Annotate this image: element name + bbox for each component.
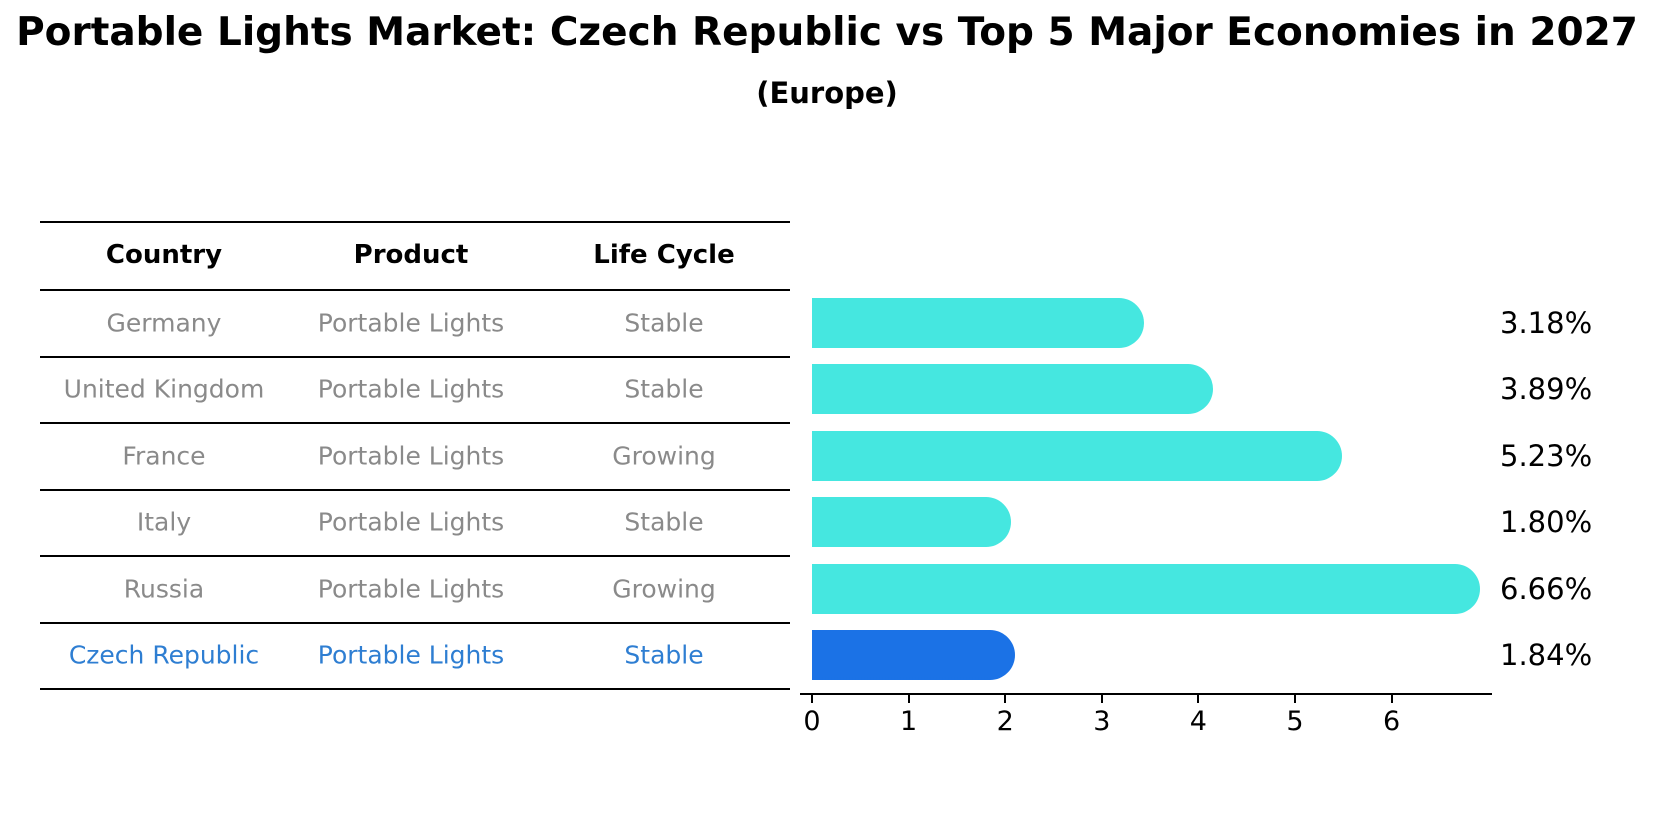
x-tick-label: 3 — [1093, 706, 1111, 737]
table-rule-line — [40, 488, 790, 491]
x-tick-mark — [1294, 693, 1296, 703]
product-cell: Portable Lights — [317, 574, 505, 603]
life-cycle-cell: Growing — [612, 441, 716, 470]
bar — [812, 563, 1481, 614]
life-cycle-cell: Stable — [624, 374, 704, 404]
country-cell: Germany — [106, 308, 222, 337]
x-tick-mark — [907, 693, 910, 703]
table-rule-line — [40, 355, 790, 358]
x-tick-label: 5 — [1286, 706, 1304, 737]
bar-value-label: 1.80% — [1500, 505, 1593, 539]
x-tick-mark — [1100, 693, 1103, 703]
country-cell: United Kingdom — [63, 374, 265, 404]
x-tick-mark — [811, 693, 813, 703]
column-header-life-cycle: Life Cycle — [593, 240, 735, 270]
bar — [812, 497, 1011, 547]
table-rule-line — [40, 422, 790, 424]
product-cell: Portable Lights — [317, 640, 505, 670]
bar-value-label: 3.89% — [1500, 372, 1593, 406]
bar — [812, 630, 1015, 680]
table-rule-line — [40, 220, 790, 223]
table-rule-line — [40, 289, 790, 291]
x-tick-label: 0 — [803, 706, 821, 737]
country-cell: France — [122, 441, 206, 470]
table-rule-line — [40, 621, 790, 624]
life-cycle-cell: Growing — [612, 574, 716, 603]
x-tick-mark — [1197, 693, 1200, 703]
table-rule-line — [40, 688, 790, 690]
product-cell: Portable Lights — [317, 441, 505, 470]
column-header-country: Country — [105, 240, 223, 270]
x-axis-line — [800, 693, 1492, 695]
life-cycle-cell: Stable — [624, 308, 704, 337]
bar — [812, 297, 1145, 348]
product-cell: Portable Lights — [317, 507, 505, 537]
chart-subtitle: (Europe) — [756, 76, 898, 110]
life-cycle-cell: Stable — [624, 640, 704, 670]
x-tick-label: 1 — [900, 706, 918, 737]
table-rule-line — [40, 555, 790, 557]
bar-value-label: 6.66% — [1500, 571, 1593, 606]
bar-value-label: 1.84% — [1500, 638, 1593, 672]
product-cell: Portable Lights — [317, 308, 505, 337]
x-tick-label: 2 — [996, 706, 1014, 737]
life-cycle-cell: Stable — [624, 507, 704, 537]
country-cell: Czech Republic — [68, 640, 260, 670]
x-tick-mark — [1390, 693, 1393, 703]
x-tick-label: 6 — [1383, 706, 1401, 737]
product-cell: Portable Lights — [317, 374, 505, 404]
x-tick-label: 4 — [1189, 706, 1207, 737]
country-cell: Russia — [123, 574, 205, 603]
column-header-product: Product — [353, 240, 469, 270]
bar-value-label: 3.18% — [1500, 305, 1593, 340]
x-tick-mark — [1004, 693, 1007, 703]
bar — [812, 430, 1343, 481]
country-cell: Italy — [136, 507, 192, 537]
bar-value-label: 5.23% — [1500, 438, 1593, 473]
bar — [812, 364, 1213, 414]
chart-title: Portable Lights Market: Czech Republic v… — [16, 10, 1638, 55]
